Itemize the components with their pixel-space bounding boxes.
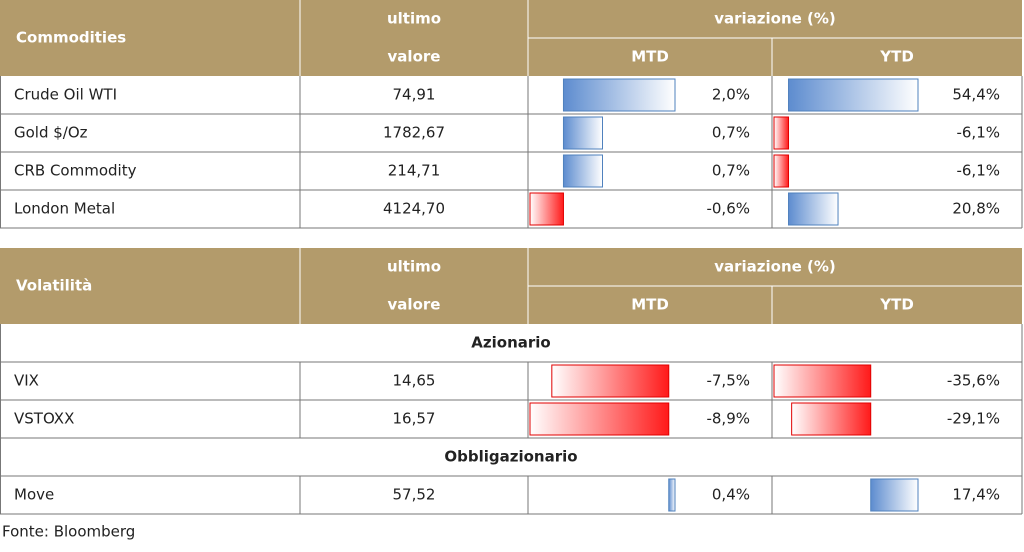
change-value: -6,1%	[956, 162, 1000, 180]
last-value: 57,52	[393, 486, 436, 504]
header-label: YTD	[879, 296, 914, 314]
data-bar	[562, 78, 676, 112]
change-value: -7,5%	[706, 372, 750, 390]
data-bar	[773, 364, 872, 398]
last-value: 214,71	[388, 162, 441, 180]
last-value: 1782,67	[383, 124, 445, 142]
table-title: Commodities	[16, 29, 126, 47]
data-bar	[870, 478, 919, 512]
header-label: YTD	[879, 48, 914, 66]
data-bar	[562, 154, 604, 188]
row-name: Gold $/Oz	[14, 124, 88, 142]
section-title: Obbligazionario	[444, 448, 577, 466]
data-bar	[668, 478, 676, 512]
change-value: 20,8%	[952, 200, 1000, 218]
header-label: ultimo	[387, 258, 441, 276]
change-value: 0,4%	[712, 486, 750, 504]
source-note: Fonte: Bloomberg	[2, 523, 135, 541]
row-name: London Metal	[14, 200, 115, 218]
data-bar	[791, 402, 872, 436]
data-bar	[529, 192, 564, 226]
data-bar	[562, 116, 604, 150]
data-bar	[788, 192, 839, 226]
data-bar	[788, 78, 919, 112]
change-value: -8,9%	[706, 410, 750, 428]
change-value: 0,7%	[712, 124, 750, 142]
change-value: -35,6%	[947, 372, 1000, 390]
data-bar	[773, 116, 790, 150]
change-value: 54,4%	[952, 86, 1000, 104]
header-label: valore	[388, 48, 441, 66]
row-name: CRB Commodity	[14, 162, 137, 180]
header-label: MTD	[631, 48, 669, 66]
row-name: Crude Oil WTI	[14, 86, 117, 104]
table-title: Volatilità	[16, 277, 92, 295]
header-label: variazione (%)	[714, 10, 836, 28]
row-name: Move	[14, 486, 54, 504]
data-bar	[551, 364, 670, 398]
row-name: VSTOXX	[14, 410, 74, 428]
last-value: 4124,70	[383, 200, 445, 218]
data-bar	[773, 154, 790, 188]
change-value: 0,7%	[712, 162, 750, 180]
section-title: Azionario	[471, 334, 550, 352]
last-value: 14,65	[393, 372, 436, 390]
row-name: VIX	[14, 372, 39, 390]
change-value: -29,1%	[947, 410, 1000, 428]
last-value: 16,57	[393, 410, 436, 428]
header-label: variazione (%)	[714, 258, 836, 276]
last-value: 74,91	[393, 86, 436, 104]
data-bar	[529, 402, 670, 436]
header-label: MTD	[631, 296, 669, 314]
header-label: valore	[388, 296, 441, 314]
header-label: ultimo	[387, 10, 441, 28]
change-value: -6,1%	[956, 124, 1000, 142]
change-value: 17,4%	[952, 486, 1000, 504]
change-value: -0,6%	[706, 200, 750, 218]
change-value: 2,0%	[712, 86, 750, 104]
